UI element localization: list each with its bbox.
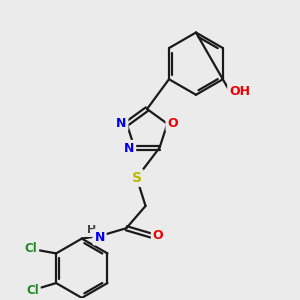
Text: O: O — [167, 117, 178, 130]
Text: N: N — [124, 142, 134, 155]
Text: OH: OH — [229, 85, 250, 98]
Text: S: S — [132, 171, 142, 185]
Text: N: N — [116, 117, 127, 130]
Text: Cl: Cl — [25, 242, 37, 256]
Text: Cl: Cl — [26, 284, 39, 297]
Text: H: H — [87, 225, 96, 235]
Text: N: N — [94, 231, 105, 244]
Text: O: O — [153, 229, 163, 242]
